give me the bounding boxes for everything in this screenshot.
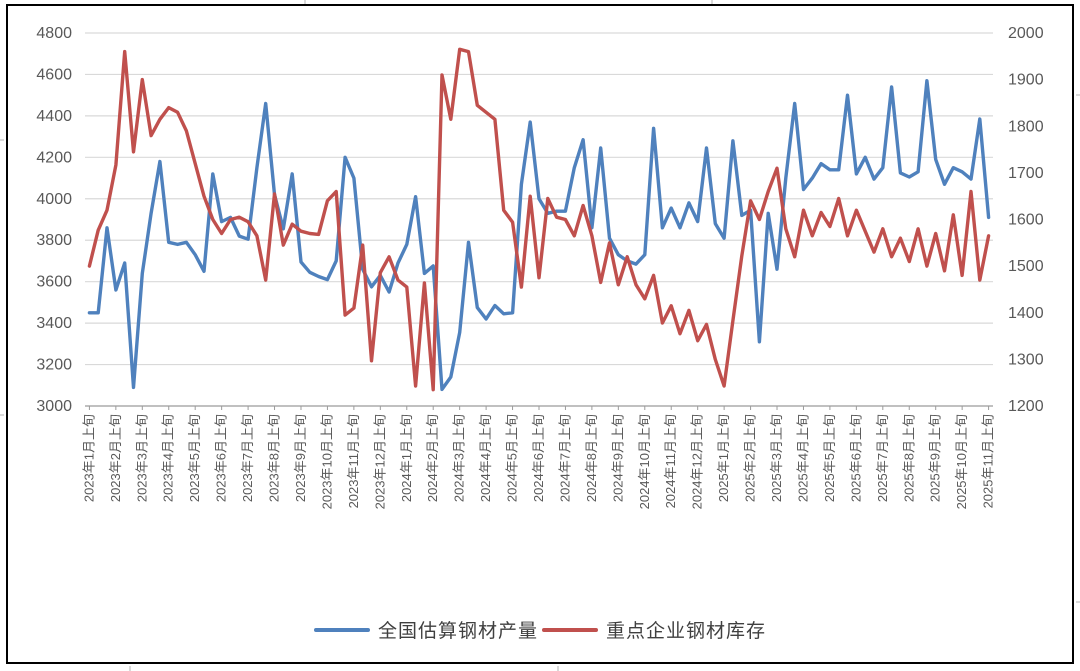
production-series-line xyxy=(87,78,991,392)
x-axis-tick-label: 2023年1月上旬 xyxy=(81,414,96,502)
x-axis-tick-label: 2024年10月上旬 xyxy=(637,414,652,509)
x-axis-tick-label: 2025年4月上旬 xyxy=(795,414,810,502)
x-axis-tick-label: 2023年5月上旬 xyxy=(187,414,202,502)
x-axis-tick-label: 2024年3月上旬 xyxy=(452,414,467,502)
right-axis-tick-label: 1600 xyxy=(1008,212,1044,229)
right-axis-tick-label: 1500 xyxy=(1008,258,1044,275)
x-axis-tick-label: 2024年2月上旬 xyxy=(425,414,440,502)
x-axis-tick-label: 2025年6月上旬 xyxy=(848,414,863,502)
x-axis-tick-label: 2023年12月上旬 xyxy=(372,414,387,509)
x-axis-tick-label: 2025年5月上旬 xyxy=(822,414,837,502)
left-axis-tick-label: 3400 xyxy=(36,315,72,332)
production-legend-label: 全国估算钢材产量 xyxy=(377,621,538,642)
x-axis-tick-label: 2025年10月上旬 xyxy=(954,414,969,509)
x-axis-tick-label: 2023年8月上旬 xyxy=(267,414,282,502)
x-axis-tick-label: 2024年11月上旬 xyxy=(663,414,678,508)
x-axis-tick-label: 2023年9月上旬 xyxy=(293,414,308,502)
x-axis-tick-label: 2025年2月上旬 xyxy=(743,414,758,502)
x-axis-tick-label: 2024年7月上旬 xyxy=(557,414,572,502)
left-axis-tick-label: 3800 xyxy=(36,232,72,249)
right-axis-tick-label: 1400 xyxy=(1008,305,1044,322)
left-axis-tick-label: 3200 xyxy=(36,357,72,374)
left-axis-tick-label: 4200 xyxy=(36,149,72,166)
right-axis-tick-label: 1900 xyxy=(1008,72,1044,89)
production-line-swatch xyxy=(313,627,370,632)
left-axis-tick-label: 4600 xyxy=(36,66,72,83)
left-axis-tick-label: 4400 xyxy=(36,108,72,125)
chart-legend: 全国估算钢材产量 重点企业钢材库存 xyxy=(0,616,1080,643)
legend-item-inventory: 重点企业钢材库存 xyxy=(542,616,766,643)
x-axis-tick-label: 2024年4月上旬 xyxy=(478,414,493,502)
x-axis-tick-label: 2023年7月上旬 xyxy=(240,414,255,502)
x-axis-tick-label: 2024年1月上旬 xyxy=(399,414,414,502)
legend-item-production: 全国估算钢材产量 xyxy=(313,616,538,643)
left-axis-tick-label: 3600 xyxy=(36,274,72,291)
x-axis-tick-label: 2025年8月上旬 xyxy=(901,414,916,502)
x-axis-tick-label: 2024年6月上旬 xyxy=(531,414,546,502)
x-axis-tick-label: 2023年2月上旬 xyxy=(108,414,123,502)
left-axis-tick-label: 3000 xyxy=(36,398,72,415)
x-axis-tick-label: 2025年7月上旬 xyxy=(875,414,890,502)
chart-border xyxy=(6,4,1074,664)
x-axis-tick-label: 2023年3月上旬 xyxy=(134,414,149,502)
x-axis-tick-label: 2025年1月上旬 xyxy=(716,414,731,502)
right-axis-tick-label: 1200 xyxy=(1008,398,1044,415)
x-axis-tick-label: 2025年3月上旬 xyxy=(769,414,784,502)
inventory-legend-label: 重点企业钢材库存 xyxy=(606,621,767,642)
x-axis-tick-label: 2024年5月上旬 xyxy=(505,414,520,502)
x-axis-tick-label: 2025年9月上旬 xyxy=(928,414,943,502)
right-axis-tick-label: 2000 xyxy=(1008,25,1044,42)
x-axis-tick-label: 2023年11月上旬 xyxy=(346,414,361,508)
x-axis-tick-label: 2023年10月上旬 xyxy=(319,414,334,509)
left-axis-tick-label: 4800 xyxy=(36,25,72,42)
right-axis-tick-label: 1800 xyxy=(1008,118,1044,135)
x-axis-tick-label: 2023年6月上旬 xyxy=(214,414,229,502)
x-axis-tick-label: 2024年12月上旬 xyxy=(690,414,705,509)
x-axis-tick-label: 2025年11月上旬 xyxy=(981,414,996,508)
x-axis-tick-label: 2024年9月上旬 xyxy=(610,414,625,502)
inventory-line-swatch xyxy=(542,627,598,632)
left-axis-tick-label: 4000 xyxy=(36,191,72,208)
x-axis-tick-label: 2024年8月上旬 xyxy=(584,414,599,502)
x-axis-tick-label: 2023年4月上旬 xyxy=(161,414,176,502)
right-axis-tick-label: 1300 xyxy=(1008,351,1044,368)
right-axis-tick-label: 1700 xyxy=(1008,165,1044,182)
inventory-series-line xyxy=(87,47,991,392)
